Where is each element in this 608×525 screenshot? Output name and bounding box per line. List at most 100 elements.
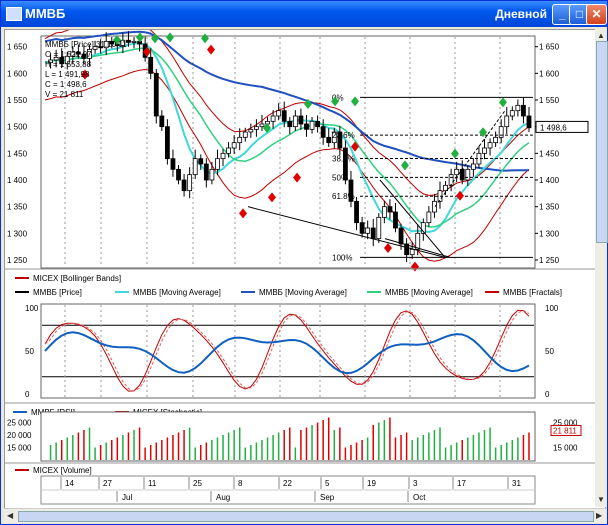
info-line6: V = 21 811 <box>45 90 84 99</box>
day-label: 14 <box>65 479 74 488</box>
fractal-down-icon <box>456 190 464 201</box>
candle-body <box>75 51 81 55</box>
candle-body <box>281 110 287 122</box>
day-label: 27 <box>103 479 112 488</box>
fractal-up-icon <box>331 96 339 107</box>
day-label: 11 <box>148 479 157 488</box>
candle-body <box>404 243 410 256</box>
candle-body <box>343 147 348 181</box>
price-axis-label-right: 1 300 <box>539 229 560 238</box>
candle-body <box>81 53 87 59</box>
fractal-down-icon <box>239 208 247 219</box>
fib-level-label: 23.6% <box>332 131 355 140</box>
price-axis-label-right: 1 600 <box>539 69 560 78</box>
candle-body <box>331 131 337 144</box>
title-bar[interactable]: ММВБ Дневной _ □ ✕ <box>1 1 607 27</box>
volume-axis-label: 20 000 <box>7 431 32 440</box>
vertical-scroll-thumb[interactable] <box>596 41 608 243</box>
candle-body <box>87 48 92 59</box>
candle-body <box>309 120 315 130</box>
volume-legend: MICEX [Volume] <box>15 466 92 475</box>
day-label: 3 <box>413 479 418 488</box>
osc-axis-label: 0 <box>25 390 30 399</box>
candle-body <box>287 120 293 128</box>
close-button[interactable]: ✕ <box>586 4 607 25</box>
time-axis-labels: 14 27 11 25 8 22 5 19 3 17 31 Jul Aug Sep Oct <box>60 477 521 502</box>
scroll-up-icon[interactable]: ▲ <box>597 31 605 40</box>
candle-body <box>203 163 209 181</box>
oscillator-axis: 100 100 50 50 0 0 <box>25 304 559 399</box>
price-legend: MICEX [Bollinger Bands] ММВБ [Price] ММВБ … <box>15 274 562 297</box>
candle-body <box>298 115 304 125</box>
candle-body <box>265 120 270 125</box>
fractal-up-icon <box>201 33 209 44</box>
volume-bars <box>49 417 530 460</box>
fractal-down-icon <box>384 243 392 253</box>
candle-body <box>420 222 426 234</box>
candle-body <box>276 110 282 117</box>
month-label: Jul <box>122 493 132 502</box>
fib-level-label: 61.8% <box>332 192 355 201</box>
candle-body <box>432 200 437 213</box>
horizontal-scroll-thumb[interactable] <box>18 511 594 522</box>
candle-body <box>103 40 109 49</box>
candle-body <box>237 136 243 144</box>
price-axis-label: 1 250 <box>7 256 28 265</box>
rsi-line <box>44 331 530 375</box>
fractal-up-icon <box>451 148 459 159</box>
candle-body <box>470 163 476 170</box>
chart-svg[interactable]: 0% 23.6% 38.2% 50% 61.8% 100% 1 650 1 650 1 600… <box>5 23 595 508</box>
candle-body <box>443 184 448 192</box>
candle-body <box>98 46 104 49</box>
fractal-up-icon <box>304 99 312 109</box>
candle-body <box>426 211 432 224</box>
stochastic-line <box>44 309 530 392</box>
current-price-box <box>535 120 589 133</box>
price-axis-label: 1 500 <box>7 123 28 132</box>
candle-body <box>526 115 532 129</box>
candle-body <box>64 55 70 65</box>
chart-area[interactable]: 0% 23.6% 38.2% 50% 61.8% 100% 1 650 1 650 1 600… <box>4 23 606 509</box>
stochastic-signal-line <box>44 309 530 392</box>
legend-label: ММВБ [Price] <box>33 288 82 297</box>
candle-body <box>326 136 332 144</box>
candle-body <box>187 174 193 192</box>
horizontal-scrollbar[interactable]: ◀ ▶ <box>4 508 607 523</box>
fractal-up-icon <box>401 160 409 171</box>
candle-body <box>70 51 76 57</box>
scroll-left-icon[interactable]: ◀ <box>7 511 14 520</box>
current-volume-label: 21 811 <box>553 426 577 435</box>
candle-body <box>126 39 131 43</box>
vertical-scrollbar[interactable]: ▲ ▼ <box>595 29 608 507</box>
candle-body <box>365 227 371 234</box>
day-label: 8 <box>238 479 243 488</box>
scroll-down-icon[interactable]: ▼ <box>597 495 605 504</box>
candle-body <box>515 104 521 112</box>
fractal-up-icon <box>499 97 507 108</box>
month-label: Sep <box>320 493 335 502</box>
bollinger-lower <box>44 68 530 262</box>
volume-axis-label: 15 000 <box>7 444 32 453</box>
candle-body <box>109 40 115 45</box>
candle-body <box>159 115 165 128</box>
current-volume-box <box>550 424 582 436</box>
candle-body <box>448 174 454 186</box>
candle-body <box>53 56 59 61</box>
candle-body <box>509 110 515 117</box>
price-axis-label-right: 1 250 <box>539 256 560 265</box>
volume-axis-label-right: 25 000 <box>553 419 578 428</box>
fractal-up-icon <box>151 33 159 44</box>
legend-label: ММВБ [Moving Average] <box>133 288 221 297</box>
fib-level-label: 38.2% <box>332 154 355 163</box>
legend-label: ММВБ [Moving Average] <box>385 288 473 297</box>
info-line4: L = 1 491,98 <box>45 70 90 79</box>
fractal-up-icon <box>351 96 359 107</box>
candle-body <box>337 131 343 149</box>
ma-short-line <box>44 42 530 234</box>
candle-body <box>198 158 204 165</box>
scroll-right-icon[interactable]: ▶ <box>596 511 603 520</box>
day-label: 19 <box>367 479 376 488</box>
fractal-markers <box>81 32 507 272</box>
candle-body <box>242 131 248 138</box>
